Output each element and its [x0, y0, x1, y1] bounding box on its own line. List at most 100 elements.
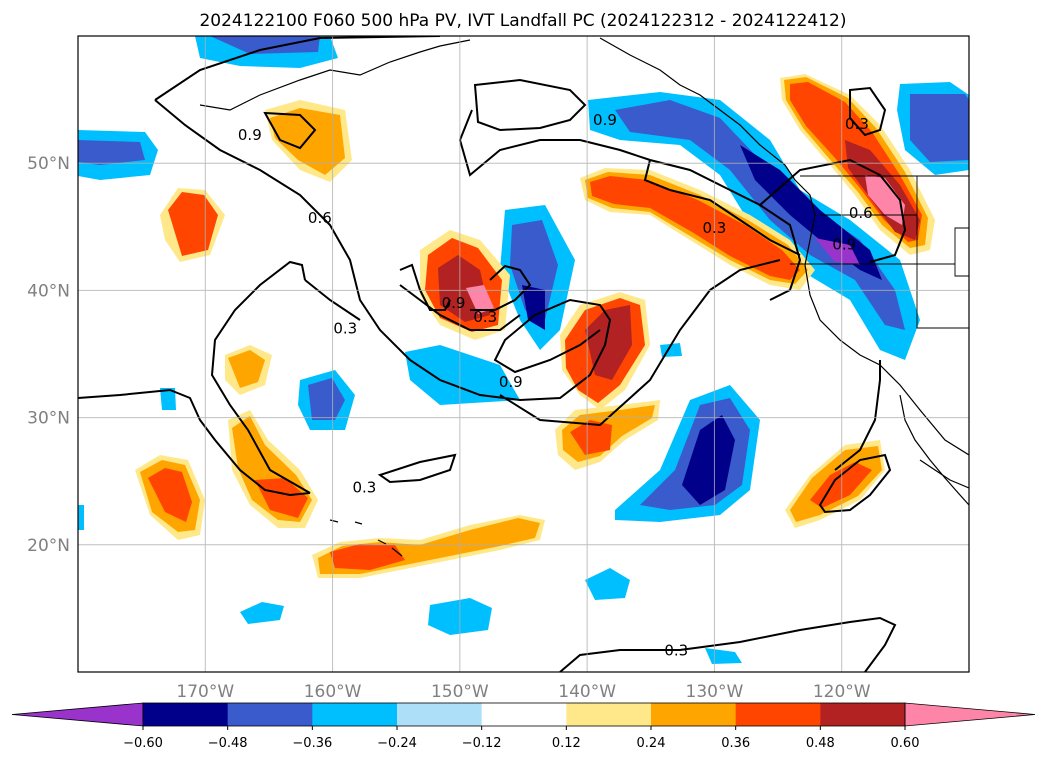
colorbar-swatch [312, 703, 398, 726]
longitude-tick-label: 150°W [431, 682, 489, 702]
colorbar-tick-label: −0.12 [462, 736, 502, 751]
pc-contour-line [470, 264, 532, 311]
coastline-hawaii [329, 519, 403, 557]
pc-contour-line [210, 260, 311, 494]
pv-negative-anomaly [210, 36, 320, 54]
pc-contour-line [78, 388, 311, 497]
contour-label: 0.9 [238, 126, 262, 144]
contour-label: 0.3 [473, 308, 497, 326]
latitude-tick-label: 50°N [27, 154, 70, 174]
contour-labels: 0.9 0.6 0.3 0.9 0.3 0.9 0.9 0.3 0.3 0.3 0.6 0.9 0.3 [238, 111, 873, 659]
coastline-baja [899, 394, 969, 506]
pc-contour-line [559, 616, 897, 672]
political-borders [790, 175, 969, 329]
pv-negative-anomaly [615, 100, 905, 330]
pc-contour-line [473, 78, 587, 132]
pv-negative-anomaly [585, 568, 630, 600]
pc-contour-line [377, 453, 457, 484]
pc-contour-line [834, 360, 881, 471]
latitude-tick-labels: 20°N 30°N 40°N 50°N [27, 154, 70, 556]
colorbar-tick-label: 0.48 [806, 736, 835, 751]
colorbar-swatch [481, 703, 567, 726]
colorbar-swatch [143, 703, 229, 726]
coastlines [199, 37, 969, 557]
longitude-tick-label: 160°W [304, 682, 362, 702]
pv-positive-anomaly [330, 544, 405, 570]
pv-positive-anomaly [865, 175, 905, 225]
pc-contour-line [499, 259, 781, 427]
coastline-alaska [599, 37, 969, 456]
graticule [78, 36, 969, 672]
colorbar-swatch [566, 703, 652, 726]
contour-label: 0.9 [442, 294, 466, 312]
pv-negative-anomaly [815, 238, 860, 265]
pv-positive-anomaly [590, 176, 800, 280]
pc-contour-line [154, 99, 612, 402]
colorbar-swatch [397, 703, 483, 726]
pv-negative-anomaly [522, 285, 545, 330]
colorbar-swatch [227, 703, 313, 726]
pc-contour-line [849, 86, 887, 137]
pv-negative-anomaly [308, 378, 345, 420]
pc-contour-line [304, 279, 361, 321]
figure-title: 2024122100 F060 500 hPa PV, IVT Landfall… [199, 11, 846, 31]
longitude-tick-label: 130°W [686, 682, 744, 702]
border-us-states [790, 176, 969, 329]
pc-contour-line [818, 453, 892, 514]
longitude-tick-labels: 170°W 160°W 150°W 140°W 130°W 120°W [176, 682, 870, 702]
colorbar-extend-min [11, 702, 144, 727]
contour-label: 0.6 [308, 209, 332, 227]
pv-positive-anomaly [255, 478, 308, 518]
pv-positive-anomaly [570, 420, 612, 455]
contour-label: 0.9 [499, 373, 523, 391]
colorbar-tick-label: −0.60 [123, 736, 163, 751]
colorbar-tick-label: 0.60 [891, 736, 920, 751]
colorbar-swatch [651, 703, 737, 726]
pv-negative-anomaly [405, 345, 520, 405]
latitude-tick-label: 40°N [27, 281, 70, 301]
pv-positive-anomaly [148, 468, 192, 522]
colorbar-swatch [820, 703, 906, 726]
map-panel [78, 36, 969, 672]
map-frame [77, 35, 970, 673]
colorbar-extend-max [904, 702, 1036, 727]
coastline-aleutians [199, 39, 471, 111]
contour-label: 0.3 [845, 115, 869, 133]
latitude-tick-label: 30°N [27, 409, 70, 429]
contour-label: 0.3 [333, 320, 357, 338]
contour-label: 0.3 [352, 479, 376, 497]
pv-positive-anomaly [466, 285, 494, 314]
colorbar-outline [142, 702, 906, 727]
colorbar-swatch [735, 703, 821, 726]
pv-shading [78, 36, 969, 664]
colorbar-tick-label: −0.48 [208, 736, 248, 751]
colorbar-tick-label: 0.24 [637, 736, 666, 751]
longitude-tick-label: 170°W [176, 682, 234, 702]
pc-contour-line [399, 263, 451, 311]
colorbar-tick-label: 0.36 [721, 736, 750, 751]
contour-label: 0.9 [832, 236, 856, 254]
pv-negative-anomaly [510, 220, 558, 320]
pv-negative-anomaly [78, 140, 145, 165]
pc-contour-line [643, 159, 801, 256]
contour-label: 0.6 [849, 204, 873, 222]
pc-contours [78, 36, 907, 672]
pv-negative-anomaly [78, 505, 84, 530]
longitude-tick-label: 140°W [558, 682, 616, 702]
coastline-mexico [919, 459, 969, 489]
colorbar-tick-label: −0.24 [377, 736, 417, 751]
pv-negative-anomaly [682, 415, 735, 505]
contour-label: 0.9 [593, 111, 617, 129]
colorbar-tick-label: 0.12 [552, 736, 581, 751]
pv-negative-anomaly [160, 388, 176, 410]
pc-contour-line [263, 111, 317, 150]
pv-positive-anomaly [228, 350, 265, 388]
longitude-tick-label: 120°W [813, 682, 871, 702]
latitude-tick-label: 20°N [27, 536, 70, 556]
pv-negative-anomaly [910, 94, 969, 162]
pc-contour-line [759, 158, 907, 263]
pv-positive-anomaly [270, 108, 345, 175]
pc-contour-line [154, 36, 441, 101]
pv-negative-anomaly [240, 602, 284, 624]
